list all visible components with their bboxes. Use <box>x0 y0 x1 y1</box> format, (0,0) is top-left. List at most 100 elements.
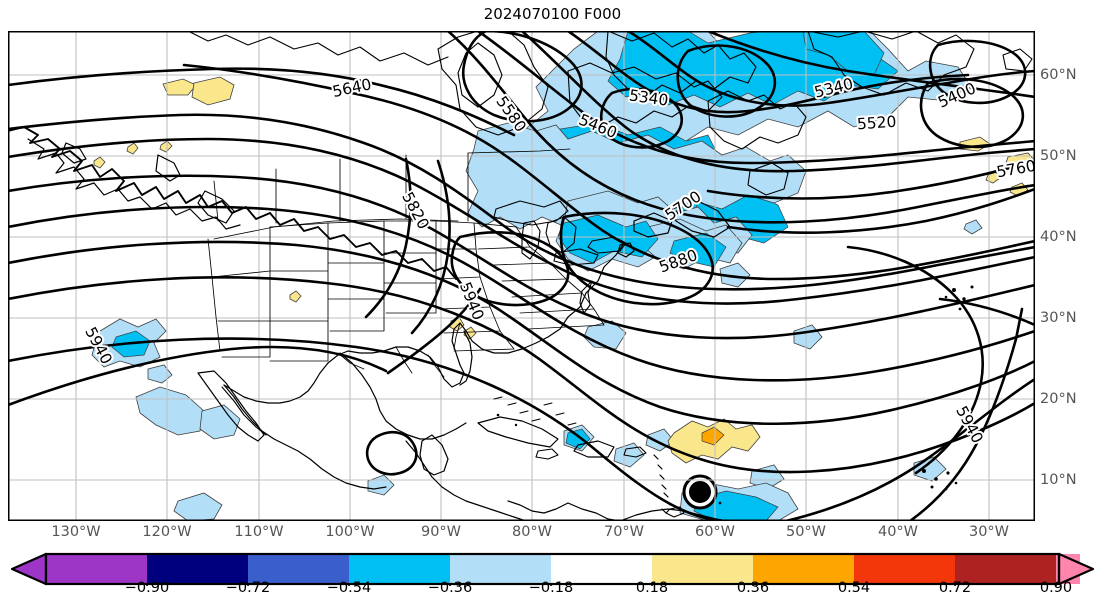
contour-5760-b <box>8 240 1035 426</box>
colorbar-swatch-0 <box>46 554 147 584</box>
contour-5340-a <box>566 31 970 114</box>
coast-haida-gwaii <box>155 154 181 182</box>
coast-vancouver-island <box>197 190 235 224</box>
coast-mexico-west <box>223 384 387 490</box>
shade-lightblue-dot-atl-r5 <box>963 219 983 235</box>
contour-5640 <box>182 63 1035 281</box>
lat-tick-10n: 10°N <box>1040 472 1077 488</box>
coast-cape-cod <box>617 242 635 258</box>
coast-puerto-rico <box>623 446 647 458</box>
contour-5820-trough <box>364 157 412 319</box>
colorbar-tick-label-2: −0.54 <box>326 580 372 596</box>
lon-tick-110w: 110°W <box>234 524 284 540</box>
colorbar-tick-label-3: −0.36 <box>427 580 473 596</box>
contour-5940-right-b <box>938 297 1035 327</box>
contour-closed-greenland <box>919 77 1025 149</box>
coast-gulf-california <box>221 386 267 436</box>
shade-cyan-michigan <box>557 214 659 264</box>
contour-seg-ne1 <box>706 159 1035 200</box>
lat-tick-30n: 30°N <box>1040 310 1077 326</box>
coast-iceland <box>1002 48 1033 72</box>
lon-tick-120w: 120°W <box>142 524 192 540</box>
shade-orange-tropatl-core <box>701 426 725 446</box>
colorbar-swatch-6 <box>652 554 753 584</box>
shade-lightblue-atlantic-ne <box>719 262 751 288</box>
lat-axis-labels: 60°N 50°N 40°N 30°N 20°N 10°N <box>1040 31 1105 521</box>
contour-closed-caribbean <box>365 431 418 476</box>
coast-florida <box>459 330 473 386</box>
contour-5940-left <box>8 345 388 407</box>
lon-tick-70w: 70°W <box>603 524 645 540</box>
lon-tick-130w: 130°W <box>51 524 101 540</box>
coast-lesser-antilles <box>653 454 671 514</box>
contour-layer <box>8 31 1035 521</box>
colorbar-swatch-8 <box>854 554 955 584</box>
colorbar-tick-label-5: 0.18 <box>635 580 669 596</box>
coast-hudson-inner <box>457 42 503 108</box>
coast-maine <box>633 212 673 238</box>
coast-jamaica <box>535 448 559 460</box>
figure-title: 2024070100 F000 <box>483 5 622 23</box>
lat-tick-60n: 60°N <box>1040 67 1077 83</box>
contour-5400 <box>706 31 1035 99</box>
contour-long-mid2 <box>378 83 516 137</box>
colorbar-swatch-2 <box>248 554 349 584</box>
extreme-anomaly-center <box>691 483 709 501</box>
shade-lightblue-carib-2 <box>613 442 645 468</box>
colorbar-tick-label-8: 0.72 <box>938 580 972 596</box>
contour-5940-label-arc <box>386 287 482 375</box>
lon-tick-40w: 40°W <box>877 524 919 540</box>
coast-venezuela <box>619 508 729 521</box>
colorbar-svg <box>10 552 1095 586</box>
map-panel: 5640 5580 5460 5340 5340 5400 5520 5760 … <box>8 31 1035 521</box>
us-state-borders <box>207 218 605 378</box>
coast-centralamerica <box>405 440 527 521</box>
coast-north-canada <box>187 31 449 66</box>
coast-lake-michigan <box>521 220 541 260</box>
coast-hispaniola <box>573 440 615 458</box>
colorbar-swatch-3 <box>349 554 450 584</box>
contour-5760 <box>8 205 1035 382</box>
coast-baffin <box>605 31 757 98</box>
contour-5700-b <box>8 174 1035 340</box>
contour-5640-b <box>8 113 1035 291</box>
shade-yellow-dot-1 <box>93 156 106 169</box>
lon-tick-50w: 50°W <box>785 524 827 540</box>
coast-panama <box>507 500 569 514</box>
contour-5820 <box>8 276 1035 474</box>
map-frame <box>8 31 1035 521</box>
coast-lake-huron <box>545 216 577 254</box>
colorbar-tick-label-7: 0.54 <box>837 580 871 596</box>
contour-5880 <box>8 337 730 521</box>
colorbar-tick-label-0: −0.90 <box>124 580 170 596</box>
svg-text:5520: 5520 <box>856 113 897 134</box>
contour-closed-cyclone <box>599 87 683 149</box>
colorbar-ticks <box>146 584 1057 586</box>
shade-yellow-dot-2 <box>159 140 173 153</box>
colorbar-swatch-4 <box>450 554 551 584</box>
coast-yucatan <box>419 434 449 476</box>
lon-tick-80w: 80°W <box>511 524 553 540</box>
colorbar-tick-label-6: 0.36 <box>736 580 770 596</box>
coast-bahamas <box>493 396 577 426</box>
lat-tick-20n: 20°N <box>1040 391 1077 407</box>
colorbar-swatch-5 <box>551 554 652 584</box>
coast-bc-inner <box>27 138 241 230</box>
shade-yellow-pnw-2 <box>191 76 235 106</box>
coast-baja-peninsula <box>197 370 265 442</box>
coast-us-east <box>223 242 625 404</box>
contour-5700 <box>8 137 1035 305</box>
lon-tick-90w: 90°W <box>420 524 462 540</box>
colorbar-extend-low <box>10 552 48 586</box>
contour-5940-right <box>908 307 1024 521</box>
colorbar-swatch-7 <box>753 554 854 584</box>
shade-yellow-dot-3 <box>126 142 139 155</box>
lon-tick-100w: 100°W <box>325 524 375 540</box>
coast-lake-erie <box>553 248 599 266</box>
colorbar-tick-label-4: −0.18 <box>528 580 574 596</box>
map-svg: 5640 5580 5460 5340 5340 5400 5520 5760 … <box>8 31 1035 521</box>
colorbar-tick-label-9: 0.90 <box>1039 580 1073 596</box>
coast-cuba <box>477 416 559 448</box>
shade-yellow-dot-sw <box>289 290 302 303</box>
contour-5580 <box>446 31 1035 224</box>
